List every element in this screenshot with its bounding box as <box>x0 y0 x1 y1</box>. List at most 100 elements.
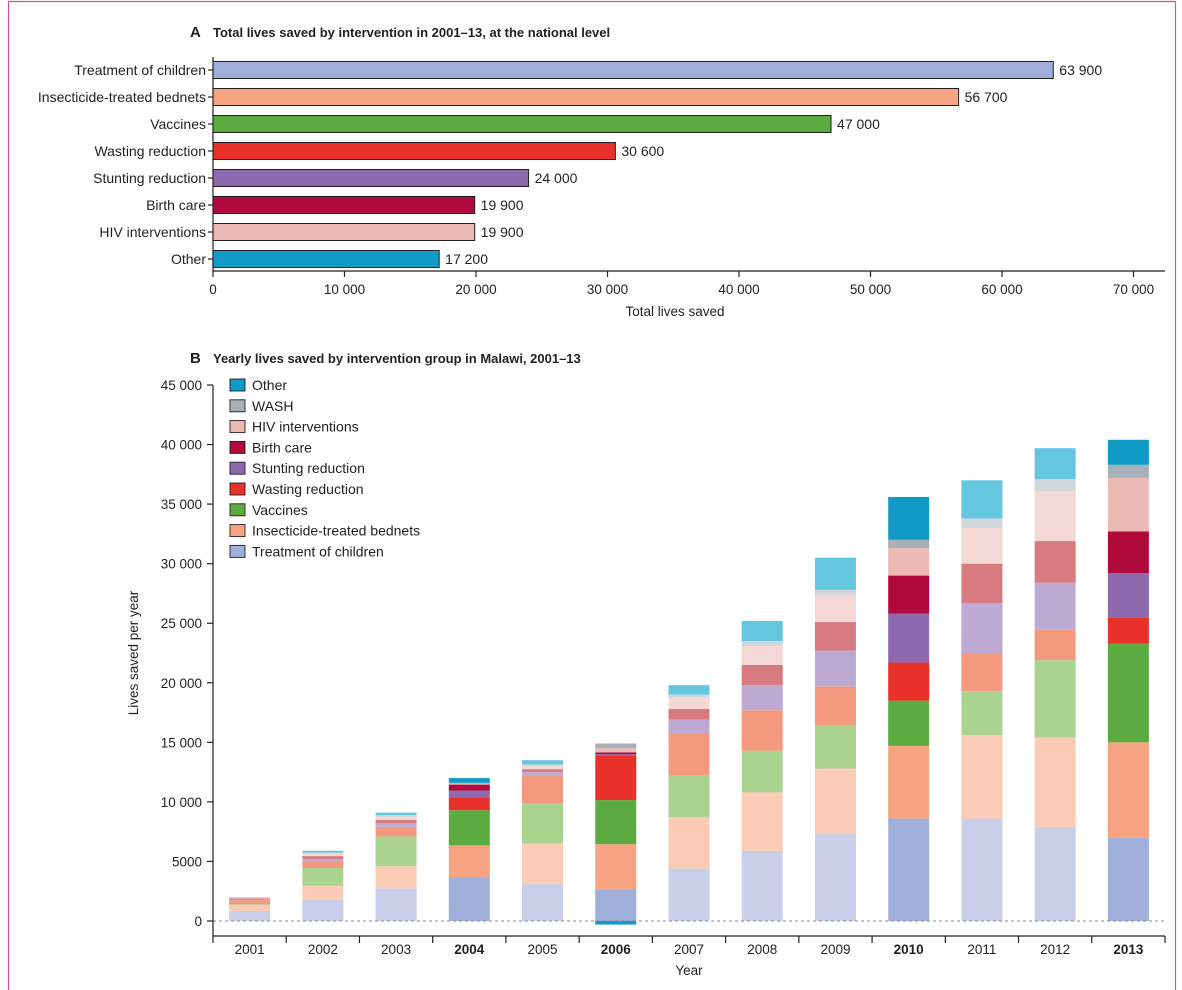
segment-2013-vaccines <box>1107 643 1149 743</box>
segment-2009-treatment-of-children <box>814 834 856 921</box>
segment-2002-treatment-of-children <box>302 899 344 921</box>
segment-2005-treatment-of-children <box>522 884 564 921</box>
segment-2010-wash <box>888 539 930 549</box>
segment-2005-wasting-reduction <box>522 775 564 804</box>
segment-2003-wasting-reduction <box>375 826 417 837</box>
segment-2012-vaccines <box>1034 660 1076 738</box>
legend-swatch-hiv-interventions <box>229 420 246 434</box>
segment-2002-stunting-reduction <box>302 859 344 862</box>
segment-2010-treatment-of-children <box>888 818 930 921</box>
panel-b-stacked-bars <box>229 439 1149 925</box>
segment-2004-wash <box>448 782 490 784</box>
segment-2008-hiv-interventions <box>741 645 783 665</box>
year-label-2010: 2010 <box>894 942 924 957</box>
segment-2006-treatment-of-children <box>595 890 637 921</box>
panel-b-title: Yearly lives saved by intervention group… <box>213 351 581 366</box>
legend-swatch-wasting-reduction <box>229 482 246 496</box>
segment-2001-treatment-of-children <box>229 910 271 921</box>
category-label-wasting-reduction: Wasting reduction <box>94 143 206 159</box>
x-tick-label-30000: 30 000 <box>587 282 628 297</box>
segment-2008-birth-care <box>741 664 783 686</box>
segment-2006-wash <box>595 743 637 749</box>
segment-2003-birth-care <box>375 819 417 824</box>
legend-swatch-wash <box>229 399 246 413</box>
legend-label-wash: WASH <box>252 398 293 414</box>
legend-label-other: Other <box>252 377 287 393</box>
year-label-2007: 2007 <box>674 942 704 957</box>
segment-2010-vaccines <box>888 700 930 746</box>
panel-b-x-axis-title: Year <box>675 963 703 978</box>
segment-2005-birth-care <box>522 769 564 773</box>
segment-2004-hiv-interventions <box>448 783 490 785</box>
legend-swatch-stunting-reduction <box>229 461 246 475</box>
segment-2008-vaccines <box>741 750 783 793</box>
segment-2004-birth-care <box>448 784 490 791</box>
legend-label-stunting-reduction: Stunting reduction <box>252 460 365 476</box>
category-label-stunting-reduction: Stunting reduction <box>93 170 206 186</box>
segment-2001-stunting-reduction <box>229 899 271 901</box>
segment-2009-birth-care <box>814 622 856 651</box>
segment-2011-other <box>961 480 1003 519</box>
x-tick-label-0: 0 <box>209 282 217 297</box>
bar-stack-2008 <box>741 620 783 921</box>
segment-2002-vaccines <box>302 867 344 886</box>
year-label-2002: 2002 <box>308 942 338 957</box>
value-label-wasting-reduction: 30 600 <box>621 143 664 159</box>
segment-2002-wash <box>302 852 344 854</box>
legend-swatch-birth-care <box>229 440 246 454</box>
bar-stack-2009 <box>814 557 856 921</box>
segment-2011-wasting-reduction <box>961 653 1003 692</box>
segment-2001-hiv-interventions <box>229 897 271 899</box>
bar-insecticide-treated-bednets <box>212 88 960 106</box>
segment-2006-birth-care <box>595 752 637 755</box>
segment-2013-other <box>1107 439 1149 465</box>
panel-b-axes: 2001 2002 2003 2004 2005 2006 2007 2008 2009 2010… <box>161 378 1166 957</box>
segment-2009-stunting-reduction <box>814 650 856 687</box>
segment-2001-birth-care <box>229 898 271 900</box>
segment-2002-birth-care <box>302 856 344 860</box>
bar-stack-2007 <box>668 685 710 921</box>
segment-2009-other <box>814 557 856 590</box>
segment-2003-stunting-reduction <box>375 823 417 827</box>
figure-frame <box>7 0 1177 990</box>
category-label-birth-care: Birth care <box>146 197 206 213</box>
segment-2004-vaccines <box>448 810 490 846</box>
x-tick-label-50000: 50 000 <box>850 282 891 297</box>
segment-2013-hiv-interventions <box>1107 477 1149 532</box>
year-label-2001: 2001 <box>235 942 265 957</box>
segment-2007-wash <box>668 694 710 698</box>
segment-2010-birth-care <box>888 575 930 614</box>
bar-stack-2006 <box>595 743 637 925</box>
segment-2006-hiv-interventions <box>595 748 637 753</box>
segment-2008-wasting-reduction <box>741 710 783 751</box>
value-label-treatment-of-children: 63 900 <box>1059 62 1102 78</box>
legend-label-vaccines: Vaccines <box>252 502 308 518</box>
segment-2004-treatment-of-children <box>448 877 490 921</box>
legend-swatch-vaccines <box>229 503 246 517</box>
segment-2001-insecticide-treated-bednets <box>229 904 271 911</box>
segment-2012-stunting-reduction <box>1034 582 1076 630</box>
bar-stack-2004 <box>448 778 490 921</box>
legend-item-treatment-of-children: Treatment of children <box>229 543 384 559</box>
segment-2008-treatment-of-children <box>741 850 783 921</box>
segment-2009-vaccines <box>814 725 856 769</box>
value-label-stunting-reduction: 24 000 <box>535 170 578 186</box>
segment-2008-wash <box>741 641 783 646</box>
segment-2002-insecticide-treated-bednets <box>302 885 344 900</box>
value-label-hiv-interventions: 19 900 <box>481 224 524 240</box>
legend-item-wasting-reduction: Wasting reduction <box>229 481 364 497</box>
bar-hiv-interventions <box>212 223 476 241</box>
panel-a-title: Total lives saved by intervention in 200… <box>213 25 610 40</box>
bar-stack-2001 <box>229 897 271 921</box>
segment-2007-birth-care <box>668 708 710 720</box>
segment-2011-wash <box>961 518 1003 528</box>
segment-2005-hiv-interventions <box>522 766 564 770</box>
segment-2008-other <box>741 620 783 642</box>
legend-swatch-treatment-of-children <box>229 544 246 558</box>
bar-stack-2002 <box>302 850 344 921</box>
x-tick-label-70000: 70 000 <box>1113 282 1154 297</box>
legend-item-wash: WASH <box>229 398 293 414</box>
bar-stack-2005 <box>522 760 564 921</box>
segment-2005-insecticide-treated-bednets <box>522 843 564 885</box>
